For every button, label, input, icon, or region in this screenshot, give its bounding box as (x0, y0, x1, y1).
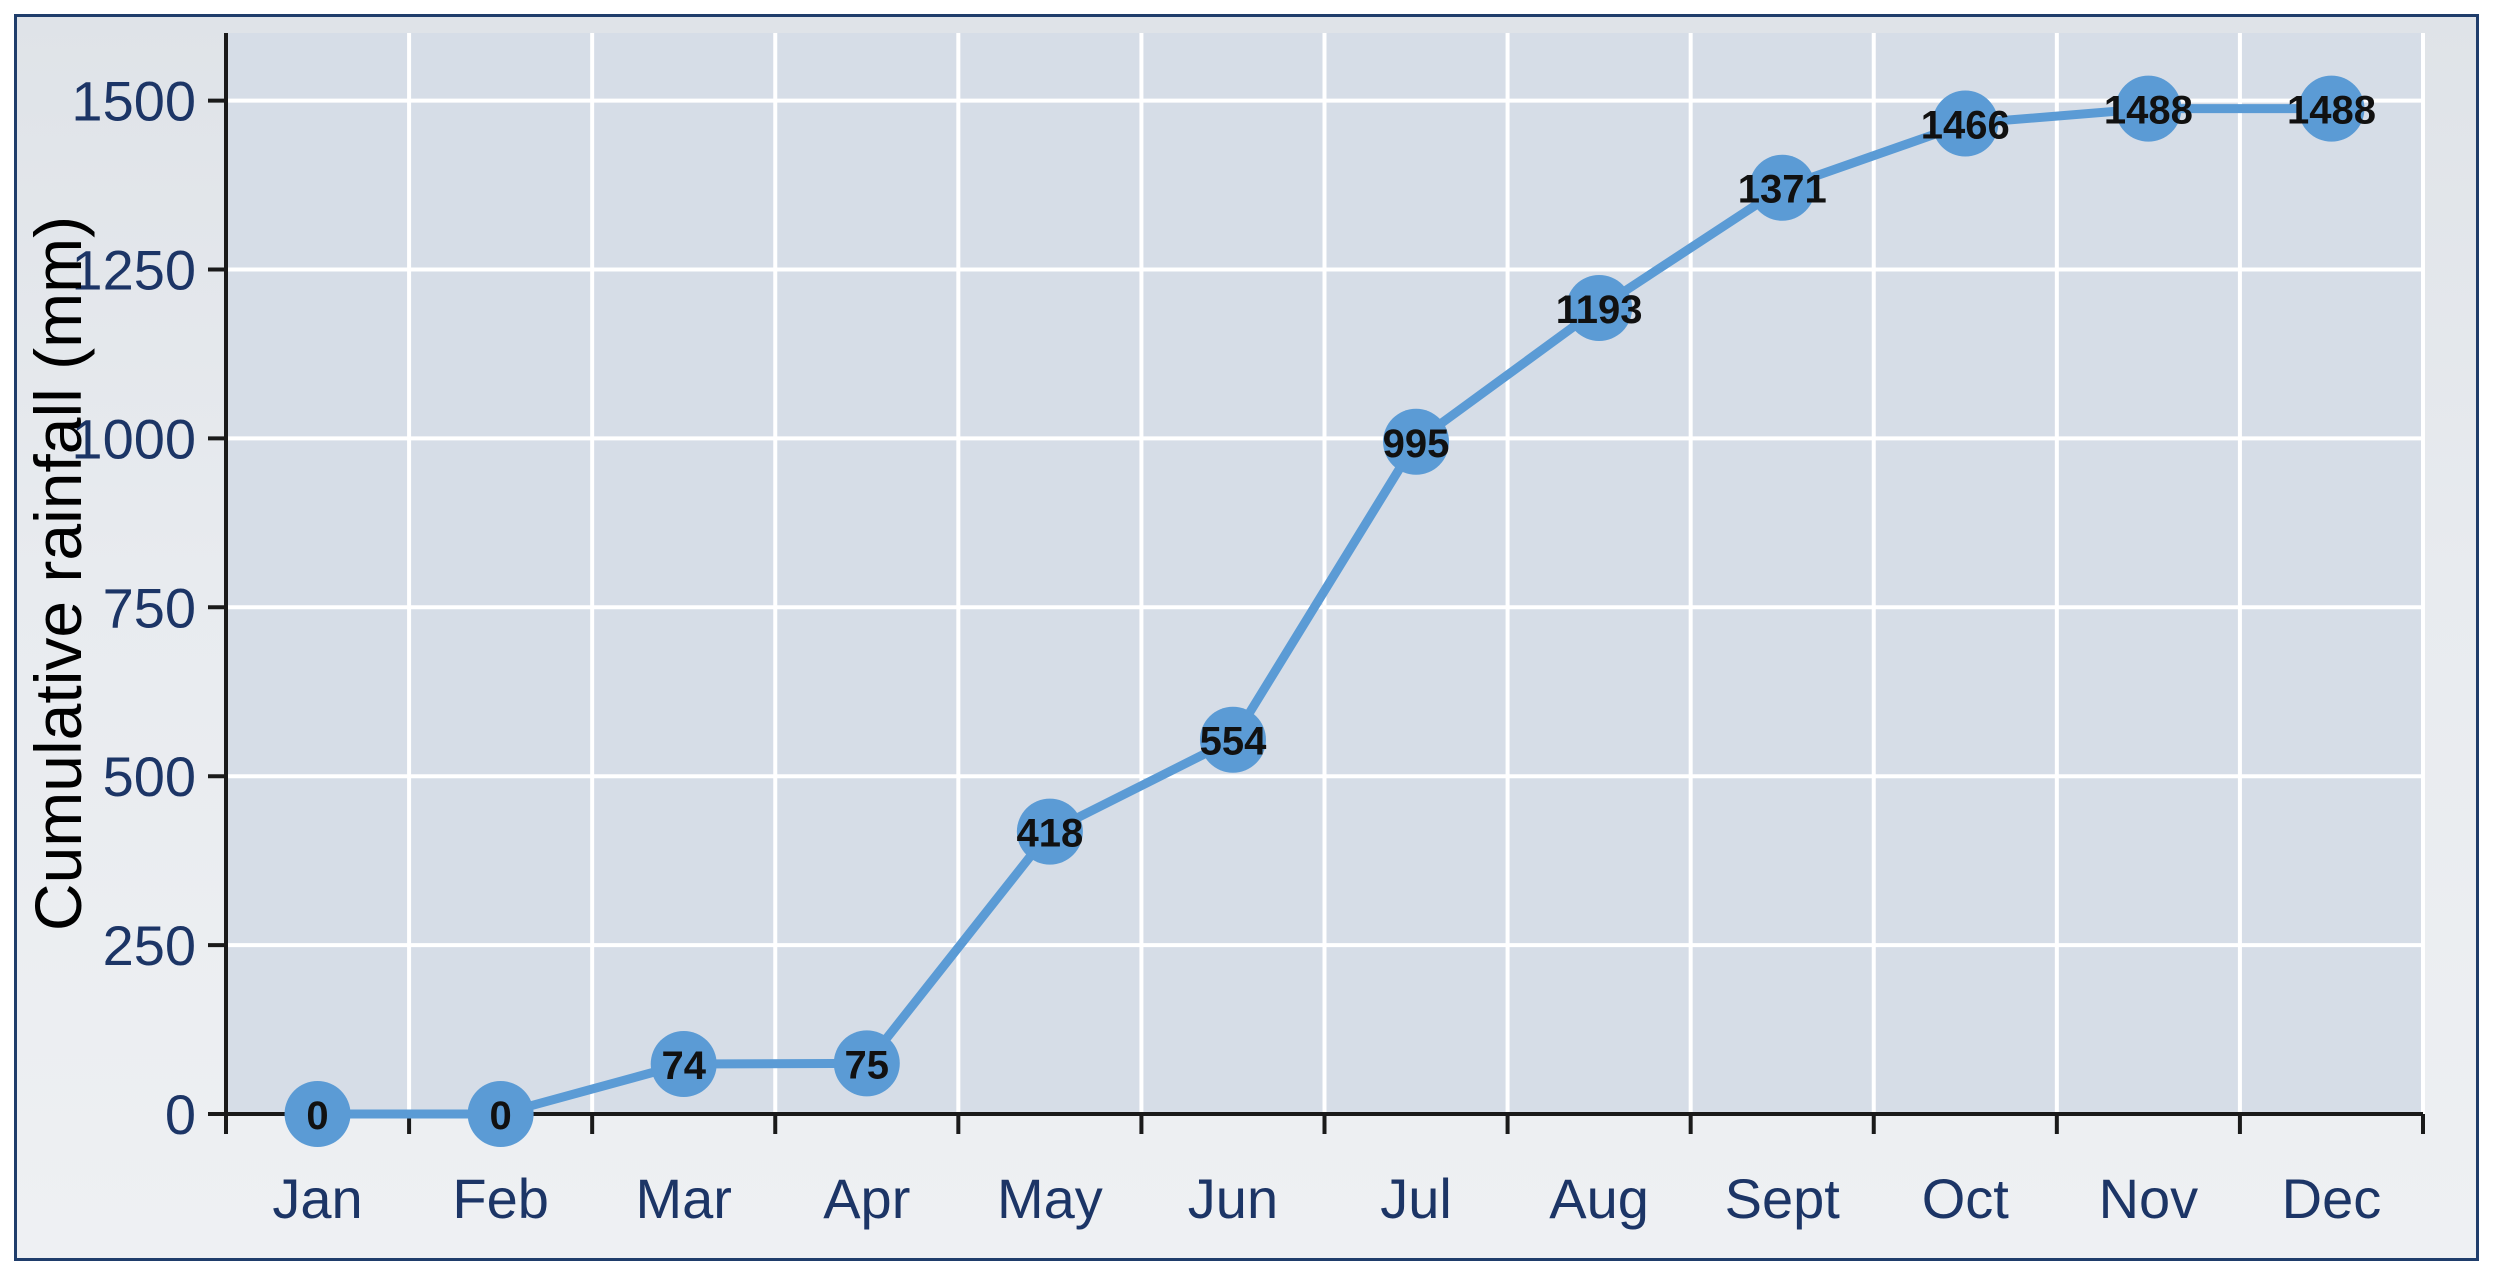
data-label: 0 (490, 1094, 512, 1138)
grid (226, 33, 2425, 1114)
data-point-marker (1016, 798, 1083, 865)
x-tick-label: Oct (1922, 1167, 2010, 1230)
data-label: 75 (845, 1043, 890, 1087)
x-tick-label: May (997, 1167, 1103, 1230)
chart-frame: 0 250 500 750 1000 1250 1500 Jan Feb Mar Apr May Jun… (14, 14, 2479, 1261)
data-label: 1193 (1556, 288, 1643, 332)
data-point-marker (1199, 706, 1266, 773)
x-tick-label: Jan (272, 1167, 362, 1230)
data-point-marker (650, 1031, 717, 1098)
data-label: 418 (1017, 812, 1084, 856)
data-point-marker (2115, 75, 2182, 142)
y-tick-label: 750 (103, 576, 196, 639)
y-tick-label: 250 (103, 914, 196, 977)
data-point-marker (1383, 408, 1450, 475)
data-point-marker (2298, 75, 2365, 142)
data-point-marker (1932, 90, 1999, 157)
x-tick-label: Feb (452, 1167, 549, 1230)
data-label: 1488 (2287, 89, 2376, 133)
data-point-marker (1749, 154, 1816, 221)
data-point-marker (833, 1030, 900, 1097)
y-tick-label: 0 (165, 1083, 196, 1146)
data-label: 554 (1200, 720, 1267, 764)
data-label: 0 (306, 1094, 328, 1138)
y-tick-label: 1500 (71, 70, 196, 133)
y-tick-label: 1250 (71, 238, 196, 301)
data-label: 74 (661, 1044, 706, 1088)
x-tick-label: Nov (2099, 1167, 2199, 1230)
x-tick-label: Jun (1188, 1167, 1278, 1230)
x-tick-label: Jul (1380, 1167, 1452, 1230)
x-tick-label: Mar (635, 1167, 731, 1230)
markers (284, 75, 2365, 1147)
x-tick-label: Apr (823, 1167, 910, 1230)
data-labels: 0 0 74 75 418 554 995 1193 1371 1466 1488 1488 (306, 89, 2376, 1138)
data-label: 1371 (1738, 168, 1827, 212)
data-label: 1466 (1921, 104, 2010, 148)
data-label: 995 (1383, 422, 1450, 466)
y-tick-label: 500 (103, 745, 196, 808)
data-point-marker (284, 1081, 351, 1147)
x-tick-label: Aug (1549, 1167, 1649, 1230)
y-tick-label: 1000 (71, 407, 196, 470)
data-point-marker (467, 1081, 534, 1147)
x-tick-label: Dec (2282, 1167, 2382, 1230)
data-point-marker (1566, 274, 1633, 341)
y-axis-title: Cumulative rainfall (mm) (21, 216, 95, 931)
data-label: 1488 (2104, 89, 2193, 133)
x-tick-label: Sept (1725, 1167, 1841, 1230)
